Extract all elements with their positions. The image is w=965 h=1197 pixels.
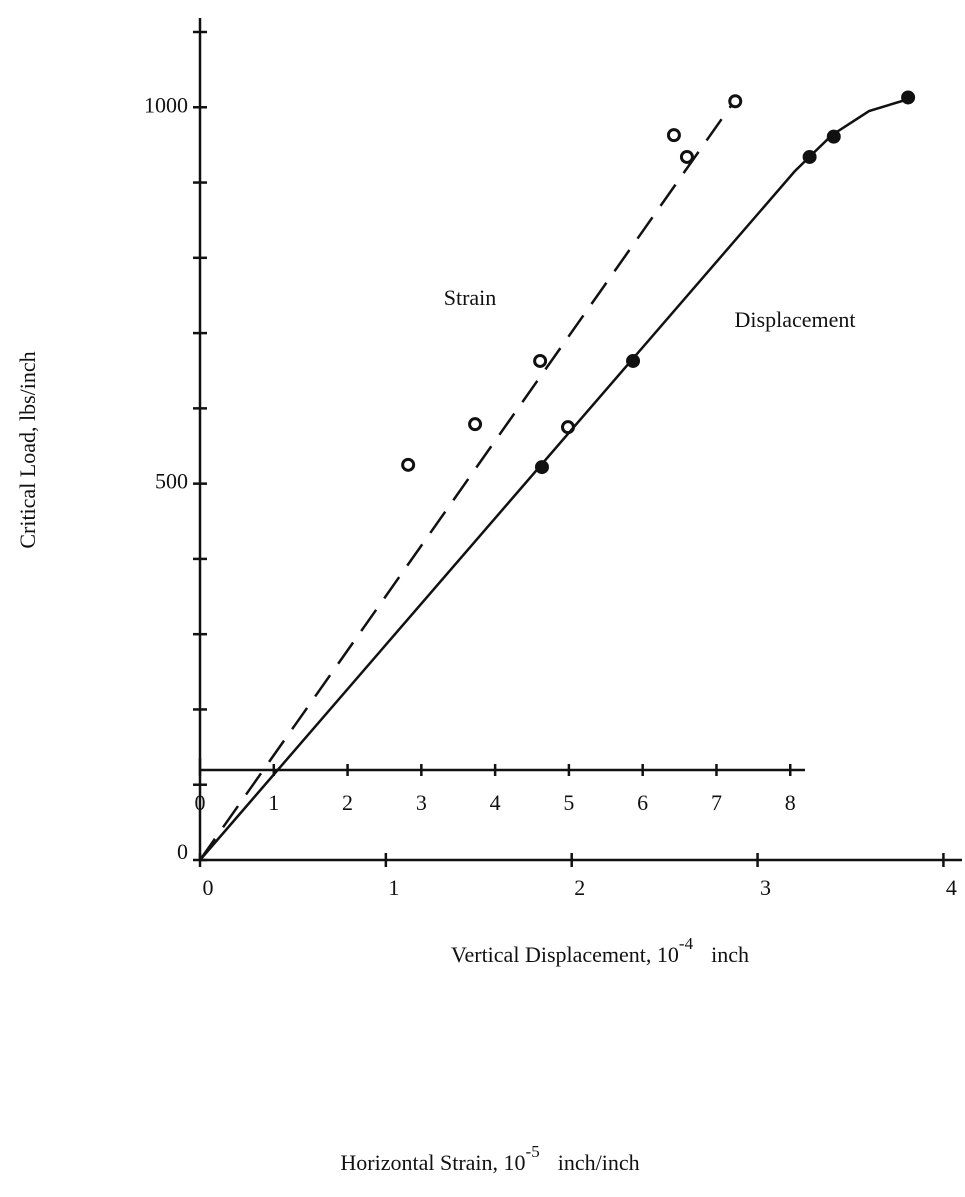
- x2-tick-label: 0: [195, 790, 206, 815]
- data-point: [901, 90, 916, 105]
- data-point: [401, 457, 416, 472]
- data-point: [802, 149, 817, 164]
- series-curve: [198, 104, 733, 861]
- data-point: [728, 94, 743, 109]
- x2-tick-label: 2: [342, 790, 353, 815]
- x2-tick-label: 4: [490, 790, 501, 815]
- x-label-exponent: -4: [679, 934, 694, 953]
- x2-label-exponent: -5: [526, 1142, 540, 1161]
- x2-tick-label: 6: [637, 790, 648, 815]
- x-label-text: Vertical Displacement, 10: [451, 942, 679, 967]
- y-axis-label: Critical Load, lbs/inch: [15, 351, 40, 548]
- x-tick-label: 1: [388, 875, 399, 900]
- x2-tick-label: 7: [711, 790, 722, 815]
- data-point: [826, 129, 841, 144]
- y-tick-label: 500: [155, 469, 188, 494]
- x-tick-label: 4: [946, 875, 957, 900]
- x2-axis-label: Horizontal Strain, 10-5 inch/inch: [340, 1142, 639, 1175]
- x2-tick-label: 1: [268, 790, 279, 815]
- x2-tick-label: 8: [785, 790, 796, 815]
- series-label: Strain: [444, 285, 497, 310]
- x-label-unit: inch: [711, 942, 749, 967]
- x2-tick-label: 3: [416, 790, 427, 815]
- x2-label-unit: inch/inch: [558, 1150, 640, 1175]
- data-point: [666, 128, 681, 143]
- data-point: [468, 417, 483, 432]
- x-tick-label: 3: [760, 875, 771, 900]
- data-point: [679, 149, 694, 164]
- data-point: [534, 460, 549, 475]
- y-tick-label: 1000: [144, 92, 188, 117]
- y-tick-label: 0: [177, 839, 188, 864]
- x2-tick-label: 5: [563, 790, 574, 815]
- series-label: Displacement: [735, 307, 856, 332]
- data-point: [626, 353, 641, 368]
- data-point: [533, 353, 548, 368]
- x2-label-text: Horizontal Strain, 10: [340, 1150, 525, 1175]
- series-curve: [199, 98, 907, 861]
- x-tick-label: 0: [203, 875, 214, 900]
- x-tick-label: 2: [574, 875, 585, 900]
- x-axis-label: Vertical Displacement, 10-4 inch: [451, 934, 749, 967]
